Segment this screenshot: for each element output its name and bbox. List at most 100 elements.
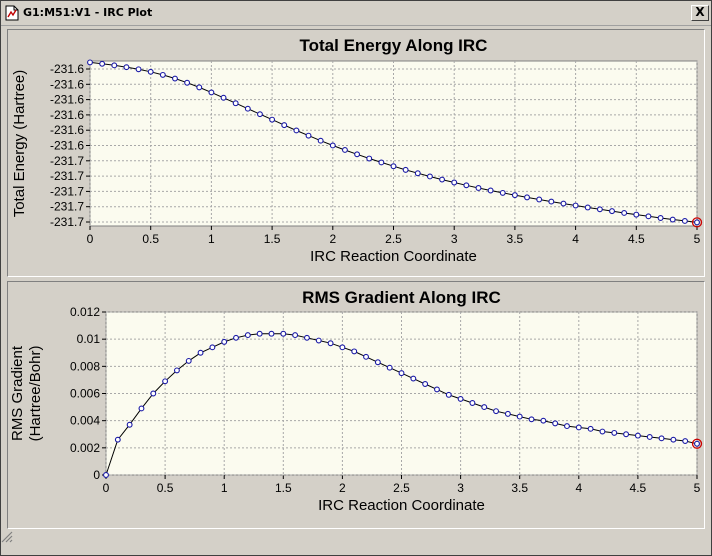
data-point [293,127,300,134]
data-point [257,111,263,118]
title-bar[interactable]: G1:M51:V1 - IRC Plot X [1,1,711,26]
data-point [103,472,109,478]
data-point [386,364,393,371]
y-tick-label: -231.6 [50,123,84,137]
data-point [540,417,547,424]
data-point [173,367,180,374]
data-point [185,357,192,364]
x-tick-label: 3 [451,232,458,246]
x-tick-label: 4 [575,481,582,495]
data-point [694,440,700,447]
gradient-plot-panel: RMS Gradient Along IRC 0 0.5 1 1.5 2 2.5 3 3.5 4 4… [7,281,705,529]
data-point [623,431,630,438]
y-tick-label: -231.7 [50,184,84,198]
data-point [634,432,641,439]
y-axis-label: (Hartree/Bohr) [27,346,44,442]
data-point [426,173,433,180]
x-tick-label: 1.5 [264,232,281,246]
data-point [657,215,664,221]
x-axis-label: IRC Reaction Coordinate [310,248,477,265]
x-tick-label: 2.5 [385,232,402,246]
x-tick-label: 0 [103,481,110,495]
data-point [303,334,310,341]
data-point [197,349,204,356]
x-tick-label: 5 [694,481,701,495]
data-point [220,94,227,101]
data-point [111,62,118,69]
data-point [329,142,336,149]
data-point [445,391,452,398]
data-point [584,204,591,211]
y-tick-label: 0.002 [70,441,100,455]
y-tick-label: 0 [93,468,100,482]
data-point [374,359,381,366]
data-point [669,216,676,223]
data-point [390,163,397,170]
y-axis-label: Total Energy (Hartree) [11,70,28,218]
data-point [499,189,506,196]
y-tick-label: -231.6 [50,108,84,122]
data-point [487,187,494,194]
x-tick-label: 2 [329,232,336,246]
current-point-marker [691,438,703,449]
resize-grip-icon[interactable] [1,531,13,543]
data-point [516,413,523,420]
data-point [645,213,652,220]
data-point [572,202,579,209]
y-tick-label: 0.01 [77,332,101,346]
data-point [414,170,421,177]
data-point [633,211,640,218]
data-point [611,429,618,436]
data-point [268,330,275,337]
y-axis-label: RMS Gradient [9,345,26,441]
data-point [469,400,476,406]
data-point [126,421,133,428]
data-point [548,198,555,205]
data-point [256,330,263,337]
data-point [457,395,464,402]
x-tick-label: 3.5 [511,481,528,495]
data-point [269,116,276,123]
data-point [646,434,653,440]
data-point [232,100,239,107]
y-tick-label: 0.012 [70,305,100,319]
data-point [172,75,178,82]
data-point [315,337,322,344]
data-point [511,192,518,199]
data-point [504,410,511,417]
y-tick-label: 0.008 [70,359,100,373]
chart-title: RMS Gradient Along IRC [302,288,501,307]
data-point [681,217,688,224]
data-point [159,71,166,78]
data-point [147,68,154,75]
x-tick-label: 1 [221,481,228,495]
x-tick-label: 0 [87,232,94,246]
x-tick-label: 1 [208,232,215,246]
data-point [366,155,373,162]
data-point [244,105,251,112]
data-point [317,137,324,144]
y-tick-label: -231.7 [50,215,84,229]
data-point [305,132,312,139]
data-point [184,79,191,86]
total-energy-chart[interactable]: Total Energy Along IRC 0 0.5 1 1.5 2 2.5 3 3.5 4 4… [8,30,704,276]
close-button[interactable]: X [691,5,709,21]
data-point [327,340,334,347]
document-icon [5,5,19,21]
x-axis-label: IRC Reaction Coordinate [318,497,485,514]
data-point [378,159,385,166]
data-point [439,176,446,183]
data-point [221,338,228,345]
x-tick-label: 4 [572,232,579,246]
data-point [609,208,615,215]
x-tick-label: 2 [339,481,346,495]
rms-gradient-chart[interactable]: RMS Gradient Along IRC 0 0.5 1 1.5 2 2.5 3 3.5 4 4… [8,282,704,528]
data-point [434,386,440,393]
x-tick-label: 0.5 [157,481,174,495]
x-tick-label: 1.5 [275,481,292,495]
data-point [402,166,409,173]
current-point-marker [691,217,703,228]
data-point [196,84,203,91]
data-point [162,378,169,385]
data-point [621,210,628,216]
